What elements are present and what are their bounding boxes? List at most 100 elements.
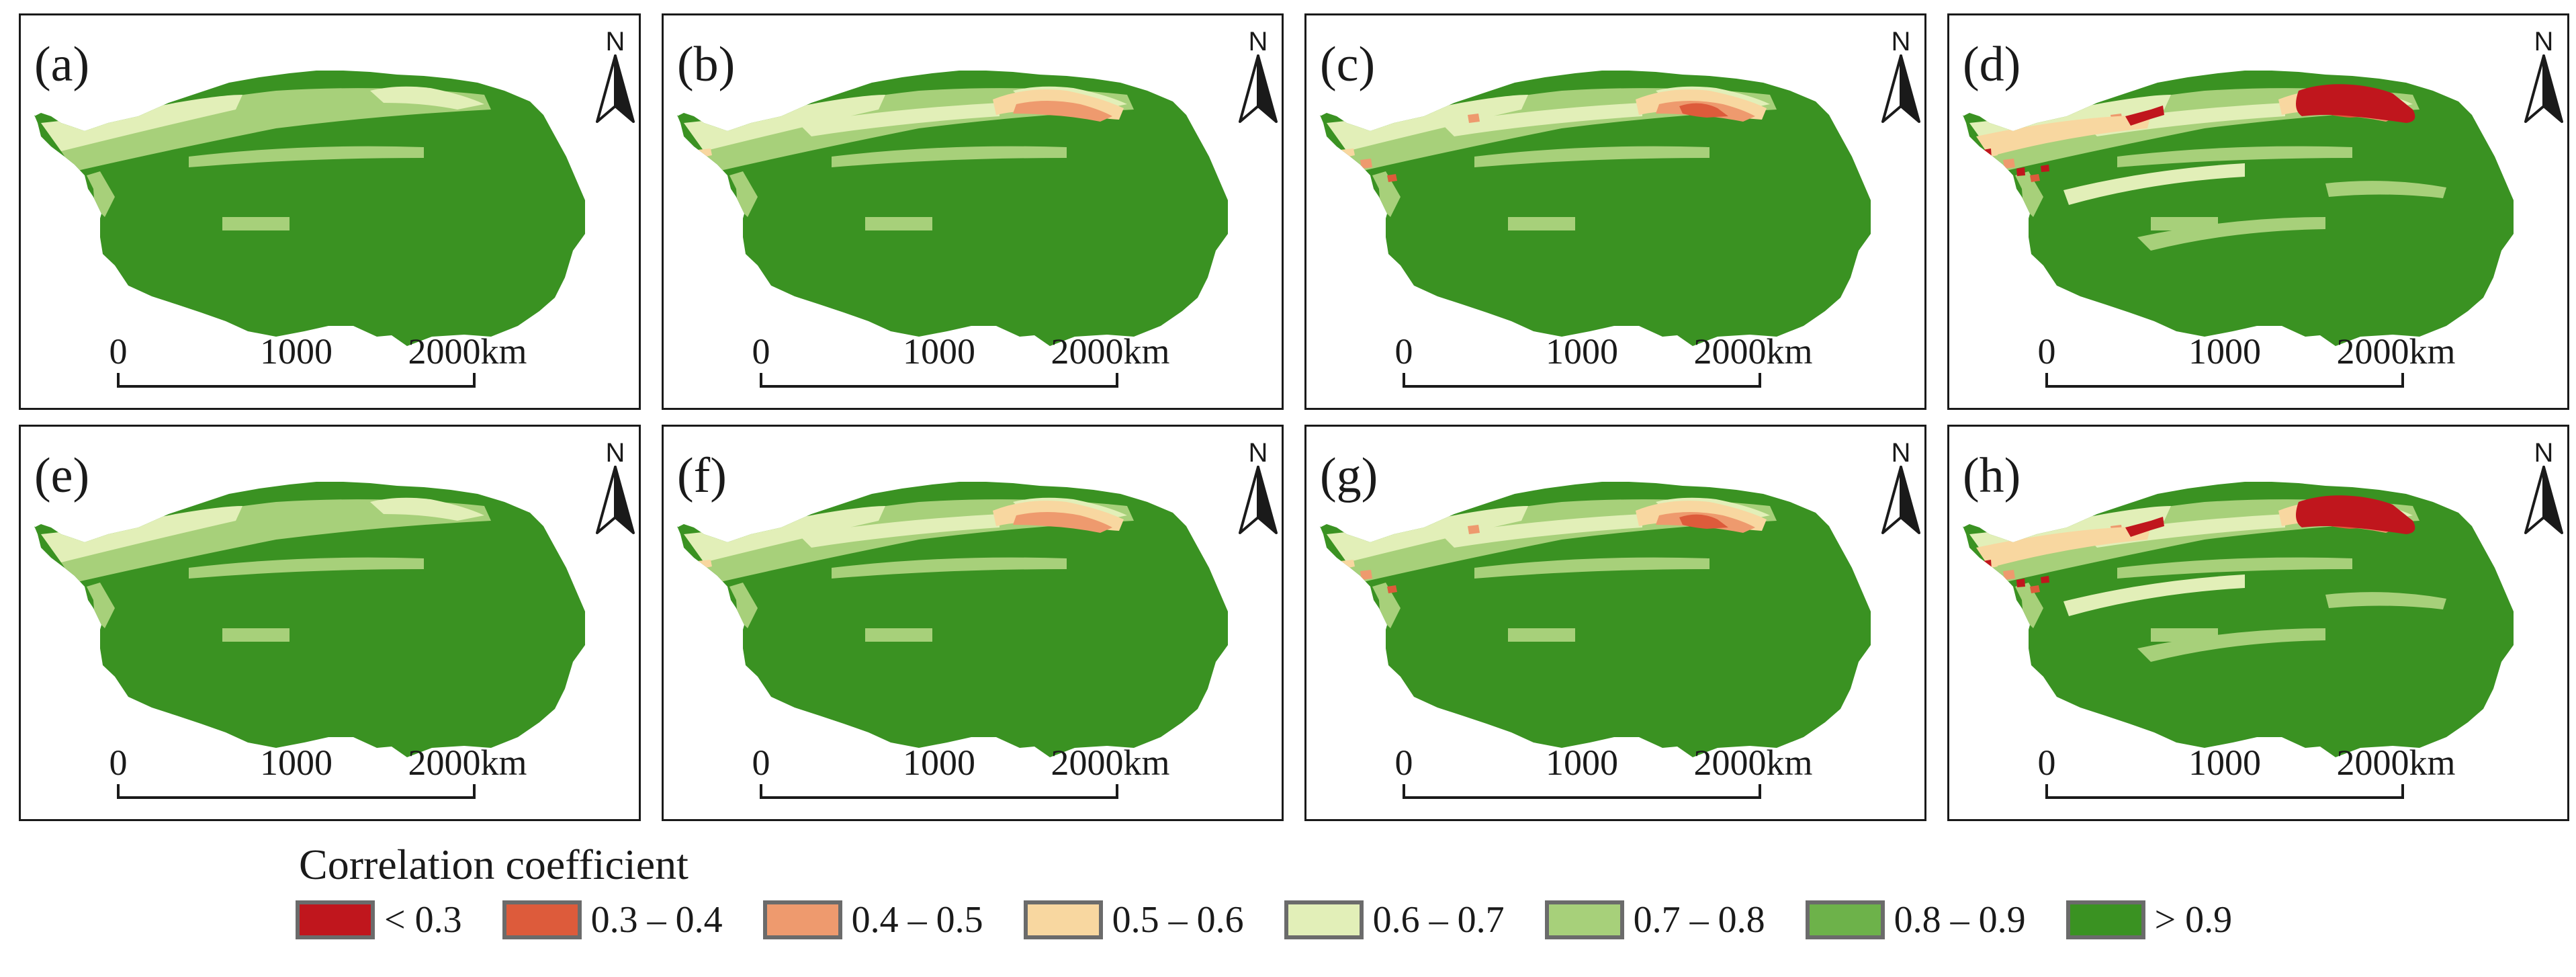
correlation-zone bbox=[2296, 84, 2415, 123]
legend-item: 0.6 – 0.7 bbox=[1284, 900, 1505, 939]
correlation-zone bbox=[1508, 628, 1575, 642]
scale-tick-label: 1000 bbox=[260, 331, 332, 372]
scale-tick-label: 0 bbox=[1395, 331, 1413, 372]
north-label: N bbox=[2534, 438, 2554, 468]
correlation-zone bbox=[1441, 103, 1642, 136]
correlation-zone bbox=[729, 171, 758, 217]
correlation-zone bbox=[2041, 576, 2049, 583]
correlation-zone bbox=[1013, 101, 1112, 122]
correlation-zone bbox=[2125, 105, 2164, 126]
legend-label: 0.8 – 0.9 bbox=[1894, 899, 2026, 941]
correlation-zone bbox=[2325, 181, 2446, 198]
scale-tick-label: 2000km bbox=[1693, 331, 1812, 372]
north-label: N bbox=[606, 438, 625, 468]
correlation-zone bbox=[2063, 575, 2245, 616]
correlation-map: N 0 1000 2000km bbox=[34, 438, 635, 799]
legend-item: 0.3 – 0.4 bbox=[502, 900, 723, 939]
panel-label: (e) bbox=[34, 448, 90, 503]
legend-title: Correlation coefficient bbox=[299, 841, 689, 888]
correlation-zone bbox=[1360, 159, 1372, 169]
legend-item: 0.7 – 0.8 bbox=[1544, 900, 1765, 939]
correlation-zone bbox=[2015, 171, 2043, 217]
scale-tick-label: 0 bbox=[2038, 742, 2056, 783]
correlation-zone bbox=[2125, 517, 2164, 537]
north-arrow-icon bbox=[596, 466, 635, 534]
legend-label: > 0.9 bbox=[2154, 899, 2233, 941]
legend-swatch bbox=[502, 900, 582, 939]
scale-bar bbox=[2045, 784, 2404, 799]
panel-label: (g) bbox=[1320, 448, 1378, 503]
scale-tick-label: 0 bbox=[109, 331, 128, 372]
correlation-zone bbox=[1013, 512, 1112, 533]
legend-swatch bbox=[1023, 900, 1103, 939]
correlation-zone bbox=[1372, 171, 1401, 217]
scale-tick-label: 2000km bbox=[408, 331, 527, 372]
correlation-zone bbox=[684, 95, 885, 151]
correlation-zone bbox=[1679, 103, 1728, 118]
scale-tick-label: 1000 bbox=[260, 742, 332, 783]
scale-bar bbox=[2045, 373, 2404, 388]
scale-bar bbox=[1403, 373, 1761, 388]
correlation-zone bbox=[865, 217, 932, 230]
correlation-map: N 0 1000 2000km bbox=[1963, 27, 2563, 388]
correlation-zone bbox=[2063, 163, 2245, 205]
scale-tick-label: 0 bbox=[752, 331, 770, 372]
legend-label: < 0.3 bbox=[384, 899, 462, 941]
legend-swatch bbox=[762, 900, 842, 939]
correlation-zone bbox=[832, 557, 1067, 579]
legend: < 0.3 0.3 – 0.4 0.4 – 0.5 0.5 – 0.6 0.6 – 0.… bbox=[296, 900, 2272, 939]
north-arrow-icon bbox=[2524, 54, 2563, 123]
correlation-zone bbox=[1441, 514, 1642, 548]
north-arrow-icon bbox=[1239, 466, 1278, 534]
correlation-zone bbox=[798, 514, 1000, 548]
correlation-zone bbox=[2015, 583, 2043, 628]
north-arrow-icon bbox=[1881, 466, 1920, 534]
correlation-map: N 0 1000 2000km bbox=[1963, 438, 2563, 799]
panel-label: (b) bbox=[677, 37, 736, 92]
legend-item: > 0.9 bbox=[2066, 899, 2233, 941]
map-panel: N 0 1000 2000km (c) bbox=[1304, 13, 1926, 410]
scale-tick-label: 0 bbox=[2038, 331, 2056, 372]
scale-tick-label: 0 bbox=[1395, 742, 1413, 783]
correlation-zone bbox=[2137, 628, 2325, 662]
correlation-map: N 0 1000 2000km bbox=[677, 27, 1278, 388]
scale-tick-label: 2000km bbox=[1051, 742, 1169, 783]
legend-swatch bbox=[1544, 900, 1624, 939]
correlation-zone bbox=[2016, 167, 2025, 176]
legend-label: 0.5 – 0.6 bbox=[1112, 899, 1244, 941]
correlation-zone bbox=[2117, 146, 2352, 167]
correlation-zone bbox=[41, 506, 242, 562]
map-panel: N 0 1000 2000km (e) bbox=[19, 425, 641, 821]
correlation-zone bbox=[1387, 585, 1397, 593]
panel-label: (f) bbox=[677, 448, 727, 503]
correlation-zone bbox=[1474, 146, 1709, 167]
correlation-zone bbox=[189, 146, 424, 167]
correlation-zone bbox=[798, 103, 1000, 136]
north-label: N bbox=[1892, 438, 1911, 468]
scale-tick-label: 0 bbox=[109, 742, 128, 783]
legend-label: 0.3 – 0.4 bbox=[590, 899, 723, 941]
map-panel: N 0 1000 2000km (b) bbox=[662, 13, 1284, 410]
scale-tick-label: 2000km bbox=[2336, 331, 2455, 372]
map-panel: N 0 1000 2000km (a) bbox=[19, 13, 641, 410]
correlation-zone bbox=[2137, 217, 2325, 251]
panel-label: (h) bbox=[1963, 448, 2021, 503]
correlation-zone bbox=[370, 86, 484, 110]
scale-tick-label: 1000 bbox=[903, 331, 975, 372]
scale-tick-label: 1000 bbox=[903, 742, 975, 783]
correlation-zone bbox=[87, 583, 115, 628]
correlation-zone bbox=[189, 557, 424, 579]
correlation-map: N 0 1000 2000km bbox=[677, 438, 1278, 799]
legend-item: 0.8 – 0.9 bbox=[1805, 899, 2026, 941]
north-label: N bbox=[1249, 27, 1268, 56]
correlation-zone bbox=[41, 95, 242, 151]
correlation-zone bbox=[1976, 115, 2151, 157]
legend-label: 0.4 – 0.5 bbox=[851, 899, 983, 941]
north-label: N bbox=[1249, 438, 1268, 468]
legend-item: < 0.3 bbox=[296, 900, 462, 939]
panel-label: (c) bbox=[1320, 37, 1376, 92]
correlation-zone bbox=[1327, 506, 1528, 562]
scale-bar bbox=[760, 373, 1118, 388]
correlation-zone bbox=[2325, 592, 2446, 609]
north-label: N bbox=[1892, 27, 1911, 56]
